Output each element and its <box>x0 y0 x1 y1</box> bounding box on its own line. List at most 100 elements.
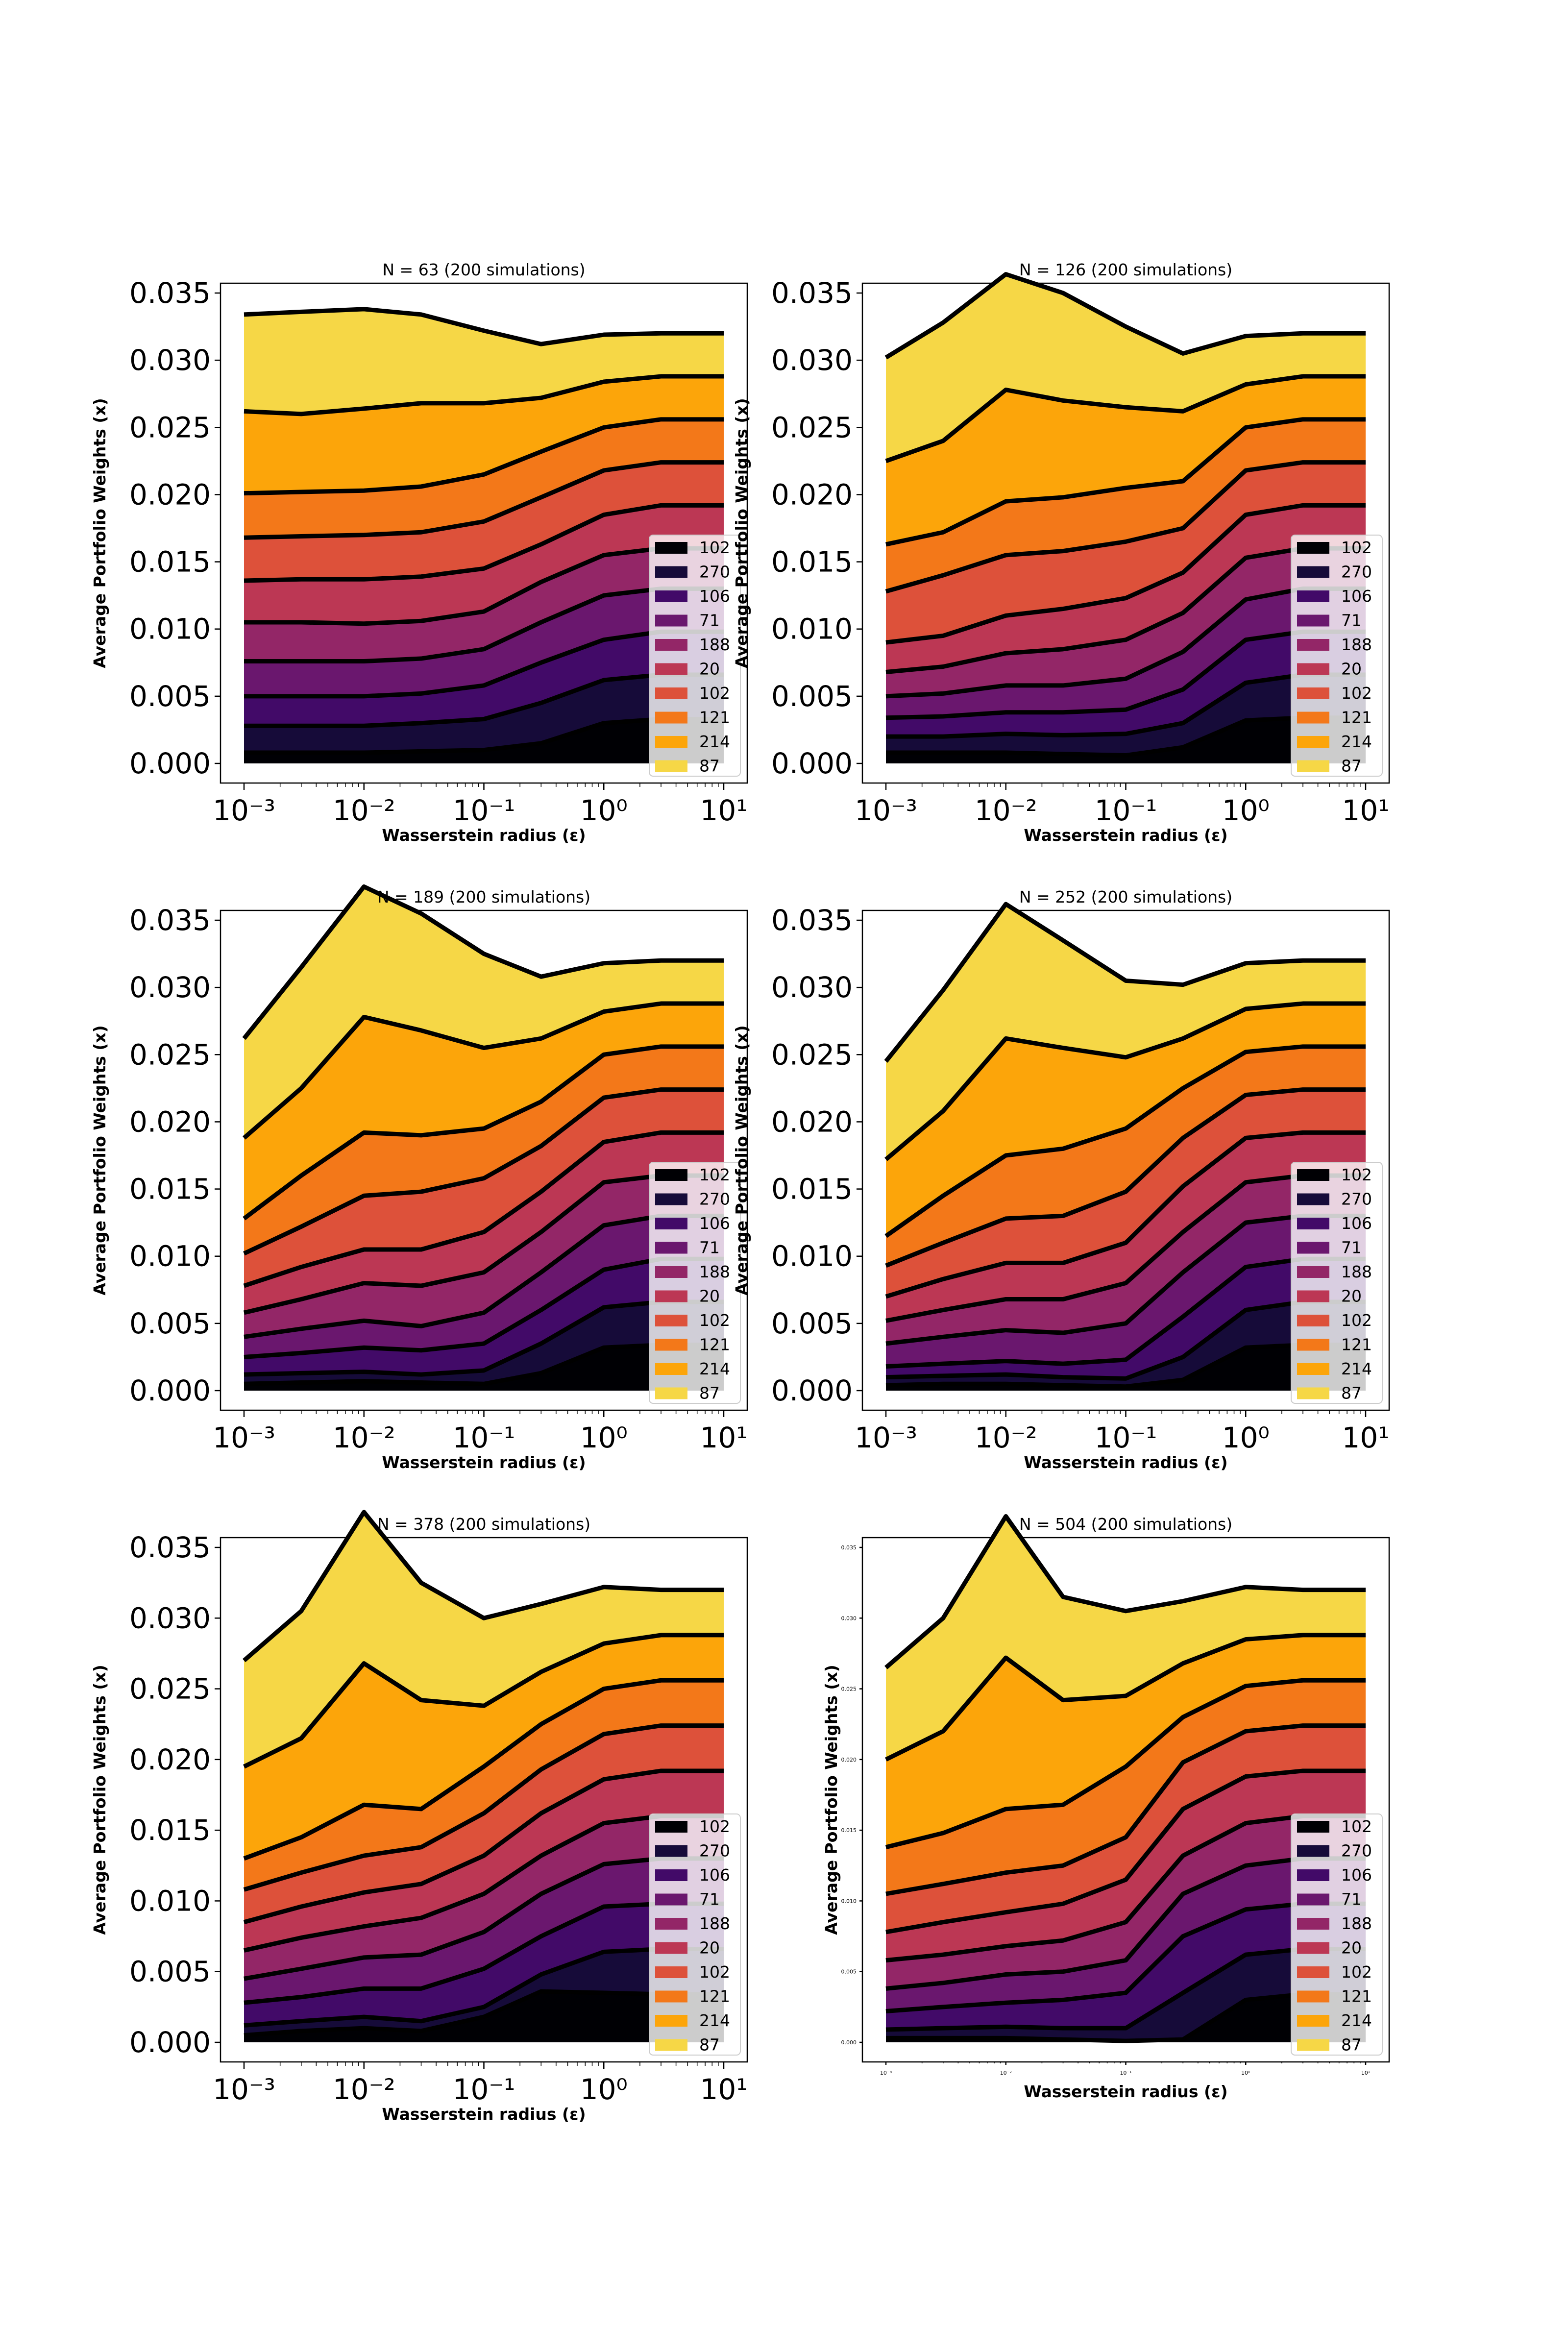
legend: 102 270 106 71 188 20 102 121 214 87 <box>1291 535 1383 777</box>
y-tick-label: 0.015 <box>771 1173 853 1206</box>
legend-swatch <box>655 1942 687 1954</box>
area-band-4 <box>886 1216 1366 1367</box>
y-tick-label: 0.005 <box>129 1955 211 1988</box>
area-band-10 <box>886 274 1366 461</box>
y-tick-label: 0.025 <box>771 1038 853 1071</box>
y-tick-label: 0.030 <box>129 971 211 1004</box>
area-band-1 <box>244 1345 724 1391</box>
legend-entry: 106 <box>699 587 730 606</box>
legend-entry: 71 <box>699 1238 720 1257</box>
legend-entry: 270 <box>1341 1190 1372 1209</box>
legend-swatch <box>1297 1266 1329 1278</box>
area-band-10 <box>244 1512 724 1767</box>
y-tick-label: 0.015 <box>771 545 853 579</box>
legend-entry: 121 <box>1341 1335 1372 1354</box>
boundary-line-1 <box>885 1343 1366 1389</box>
area-band-1 <box>886 717 1366 763</box>
area-band-5 <box>244 1816 724 1979</box>
legend-entry: 102 <box>699 1165 730 1184</box>
legend-entry: 20 <box>699 1938 720 1958</box>
x-tick-label: 10⁻¹ <box>1120 2070 1131 2076</box>
y-tick-label: 0.035 <box>841 1544 857 1551</box>
boundary-line-7 <box>243 1723 724 1892</box>
boundary-line-1 <box>886 715 1366 758</box>
legend-entry: 20 <box>699 660 720 679</box>
boundary-line-8 <box>884 1044 1366 1238</box>
y-tick-label: 0.035 <box>129 904 211 937</box>
legend-swatch <box>1297 542 1329 554</box>
y-tick-label: 0.010 <box>129 1240 211 1273</box>
boundary-line-3 <box>244 1901 724 2005</box>
x-tick-label: 10⁰ <box>580 2073 628 2106</box>
boundary-line-5 <box>885 546 1366 674</box>
legend-entry: 106 <box>1341 587 1372 606</box>
legend-swatch <box>655 2039 687 2051</box>
legend-entry: 102 <box>1341 538 1372 557</box>
area-band-9 <box>244 376 724 493</box>
boundary-line-10 <box>884 272 1366 360</box>
boundary-line-6 <box>243 1768 724 1925</box>
y-axis-label: Average Portfolio Weights (x) <box>90 1665 109 1935</box>
legend-swatch <box>1297 663 1329 675</box>
subplot-4: N = 252 (200 simulations) 0.000 0.005 0.010… <box>732 887 1390 1472</box>
y-tick-label: 0.005 <box>771 680 853 713</box>
chart-title: N = 378 (200 simulations) <box>377 1515 590 1534</box>
x-tick-label: 10⁻¹ <box>1095 1421 1157 1454</box>
area-band-2 <box>244 1301 724 1384</box>
y-tick-label: 0.020 <box>841 1757 857 1763</box>
boundary-line-5 <box>885 1813 1366 1963</box>
x-axis-label: Wasserstein radius (ε) <box>1024 2082 1227 2101</box>
legend-entry: 188 <box>1341 1262 1372 1281</box>
boundary-line-3 <box>244 1256 724 1359</box>
area-band-3 <box>244 1904 724 2026</box>
area-band-3 <box>244 632 724 726</box>
y-tick-label: 0.000 <box>771 747 853 780</box>
legend-entry: 87 <box>1341 1384 1362 1403</box>
boundary-line-8 <box>244 417 724 496</box>
legend-entry: 102 <box>1341 1165 1372 1184</box>
legend-entry: 20 <box>1341 660 1362 679</box>
legend-swatch <box>655 1821 687 1833</box>
legend-swatch <box>655 2015 687 2027</box>
legend-entry: 87 <box>1341 757 1362 776</box>
legend-entry: 188 <box>1341 1914 1372 1933</box>
x-tick-label: 10⁻² <box>333 2073 395 2106</box>
legend-entry: 188 <box>1341 635 1372 654</box>
x-tick-label: 10¹ <box>700 794 747 827</box>
y-tick-label: 0.015 <box>129 1813 211 1847</box>
x-tick-label: 10⁻³ <box>855 794 917 827</box>
legend-entry: 270 <box>699 1841 730 1861</box>
y-tick-label: 0.015 <box>129 1173 211 1206</box>
boundary-line-1 <box>244 1989 724 2038</box>
legend-swatch <box>1297 1169 1329 1181</box>
x-tick-label: 10⁰ <box>1222 794 1270 827</box>
legend-swatch <box>655 1169 687 1181</box>
legend-swatch <box>655 590 687 602</box>
x-tick-label: 10¹ <box>1342 1421 1389 1454</box>
y-tick-label: 0.025 <box>129 1038 211 1071</box>
area-band-8 <box>244 419 724 538</box>
legend-swatch <box>1297 1193 1329 1205</box>
legend-entry: 106 <box>1341 1214 1372 1233</box>
y-tick-label: 0.010 <box>771 612 853 646</box>
legend-swatch <box>1297 614 1329 627</box>
y-tick-label: 0.020 <box>771 478 853 511</box>
legend-entry: 188 <box>699 1914 730 1933</box>
area-band-10 <box>886 1516 1366 1760</box>
boundary-line-10 <box>243 1510 724 1663</box>
x-tick-label: 10¹ <box>1342 794 1389 827</box>
boundary-line-4 <box>885 586 1366 699</box>
legend-entry: 71 <box>699 1890 720 1909</box>
y-tick-label: 0.010 <box>129 612 211 646</box>
x-tick-label: 10¹ <box>700 1421 747 1454</box>
legend-swatch <box>1297 1821 1329 1833</box>
legend-swatch <box>1297 1363 1329 1375</box>
area-band-7 <box>244 1725 724 1922</box>
x-tick-label: 10⁰ <box>580 794 628 827</box>
x-tick-label: 10⁻¹ <box>453 2073 515 2106</box>
x-tick-label: 10⁰ <box>1222 1421 1270 1454</box>
x-tick-label: 10¹ <box>1361 2070 1370 2076</box>
x-tick-label: 10⁰ <box>580 1421 628 1454</box>
y-tick-label: 0.000 <box>771 1374 853 1407</box>
